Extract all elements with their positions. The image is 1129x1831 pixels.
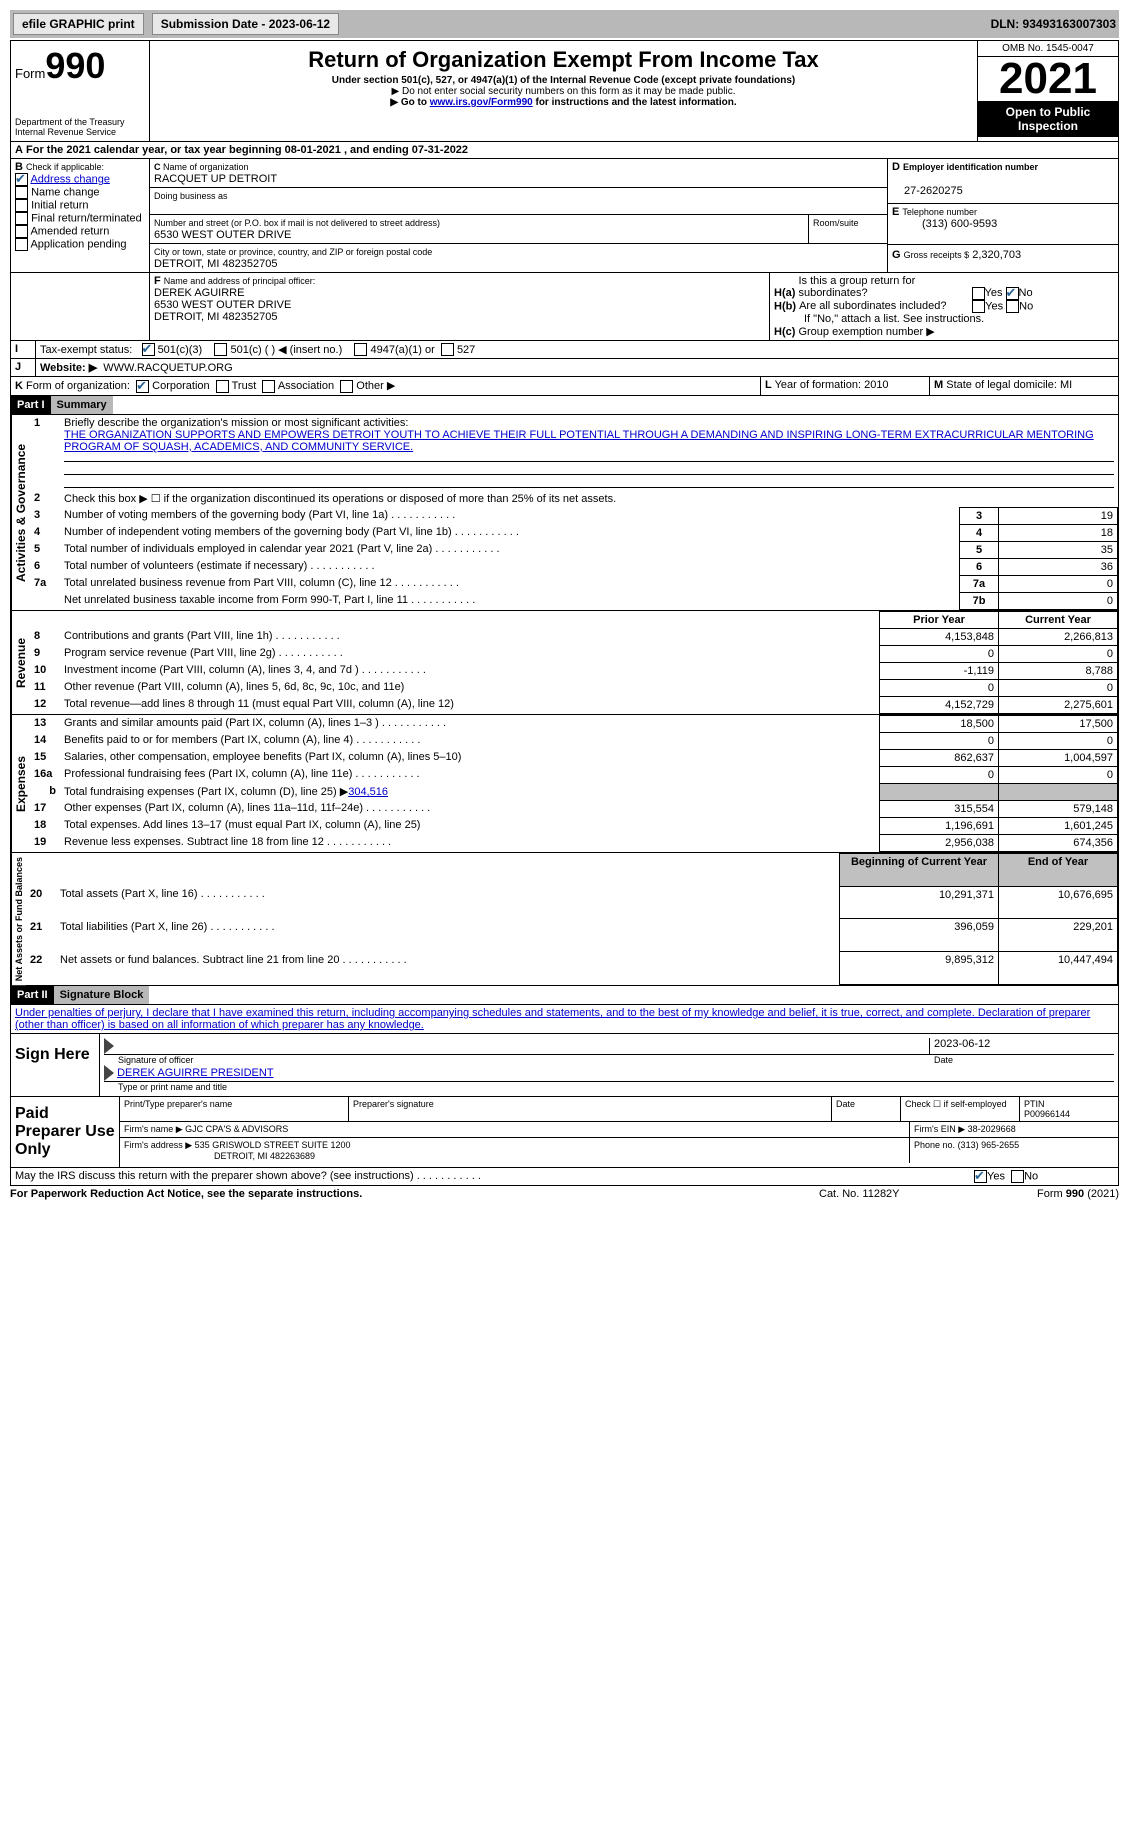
v3: 19 [999,507,1118,524]
arrow-icon [104,1038,114,1054]
cb-initial[interactable]: Initial return [31,199,88,211]
irs: Internal Revenue Service [15,127,145,137]
line-A: A For the 2021 calendar year, or tax yea… [10,142,1119,159]
cb-name[interactable]: Name change [31,186,100,198]
website: WWW.RACQUETUP.ORG [103,362,232,374]
firm-name: GJC CPA'S & ADVISORS [185,1124,288,1134]
net-assets: Net Assets or Fund Balances Beginning of… [10,853,1119,986]
paid-preparer: Paid Preparer Use Only Print/Type prepar… [10,1097,1119,1168]
org-city: DETROIT, MI 482352705 [154,258,278,270]
note-link: ▶ Go to www.irs.gov/Form990 for instruct… [154,97,973,108]
dln: DLN: 93493163007303 [991,17,1116,31]
ptin: P00966144 [1024,1109,1070,1119]
line-I: I Tax-exempt status: 501(c)(3) 501(c) ( … [10,341,1119,360]
form-title: Return of Organization Exempt From Incom… [154,47,973,73]
officer-name: DEREK AGUIRRE [154,287,244,299]
state: MI [1060,379,1072,391]
irs-link[interactable]: www.irs.gov/Form990 [430,97,533,108]
mission-text: THE ORGANIZATION SUPPORTS AND EMPOWERS D… [64,429,1094,453]
submission-btn[interactable]: Submission Date - 2023-06-12 [152,13,339,35]
phone: (313) 600-9593 [922,218,997,230]
fundraising-exp: 304,516 [348,786,388,798]
sig-date: 2023-06-12 [934,1038,990,1050]
firm-ein: 38-2029668 [968,1124,1016,1134]
cb-pending[interactable]: Application pending [30,238,126,250]
org-addr: 6530 WEST OUTER DRIVE [154,229,291,241]
firm-phone: (313) 965-2655 [958,1140,1020,1150]
cb-final[interactable]: Final return/terminated [31,212,142,224]
topbar: efile GRAPHIC print Submission Date - 20… [10,10,1119,38]
expenses: Expenses 13Grants and similar amounts pa… [10,715,1119,853]
officer-typed: DEREK AGUIRRE PRESIDENT [117,1067,273,1079]
org-name: RACQUET UP DETROIT [154,173,277,185]
footer: For Paperwork Reduction Act Notice, see … [10,1186,1119,1202]
part1-header: Part ISummary [10,396,1119,415]
cb-address[interactable]: Address change [30,173,110,185]
block-FH: F Name and address of principal officer:… [10,273,1119,341]
line-J: J Website: ▶ WWW.RACQUETUP.ORG [10,359,1119,377]
block-BCDEG: B Check if applicable: Address change Na… [10,159,1119,273]
tax-year: 2021 [978,57,1118,101]
note-ssn: ▶ Do not enter social security numbers o… [154,86,973,97]
sign-here: Sign Here 2023-06-12 Signature of office… [10,1034,1119,1097]
discuss-row: May the IRS discuss this return with the… [10,1168,1119,1186]
firm-addr: 535 GRISWOLD STREET SUITE 1200 [195,1140,351,1150]
header: Form990 Department of the Treasury Inter… [10,40,1119,142]
dept: Department of the Treasury [15,117,145,127]
cb-amended[interactable]: Amended return [30,225,109,237]
line-KLM: K Form of organization: Corporation Trus… [10,377,1119,396]
year-formed: 2010 [864,379,888,391]
form-number: Form990 [15,45,145,87]
penalty-text: Under penalties of perjury, I declare th… [10,1005,1119,1034]
revenue: Revenue Prior YearCurrent Year 8Contribu… [10,611,1119,715]
efile-btn[interactable]: efile GRAPHIC print [13,13,144,35]
arrow-icon [104,1065,114,1081]
form-subtitle: Under section 501(c), 527, or 4947(a)(1)… [154,75,973,86]
part2-header: Part IISignature Block [10,986,1119,1005]
open-inspection: Open to PublicInspection [978,101,1118,137]
gross-receipts: 2,320,703 [972,249,1021,261]
ein: 27-2620275 [904,185,963,197]
activities-governance: Activities & Governance 1Briefly describ… [10,415,1119,611]
